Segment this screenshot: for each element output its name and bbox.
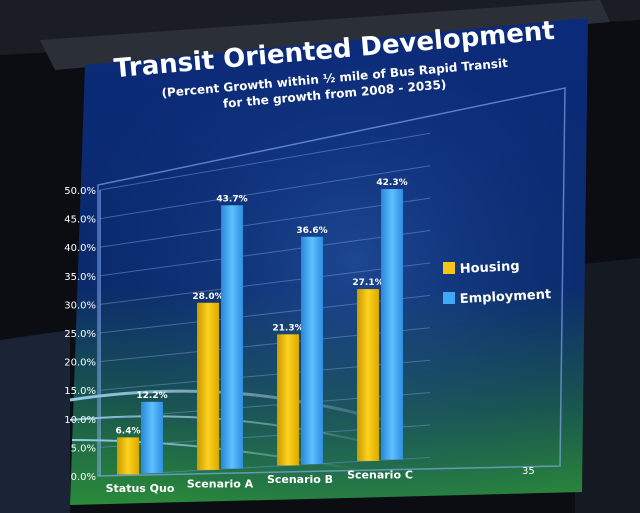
y-tick-label: 25.0% — [64, 329, 96, 340]
gridline — [99, 230, 431, 277]
left-banner — [0, 330, 70, 513]
y-tick-label: 5.0% — [71, 443, 96, 454]
bar-employment — [381, 189, 403, 460]
right-banner — [575, 258, 640, 513]
y-tick-label: 40.0% — [64, 243, 96, 254]
gridline — [99, 132, 431, 191]
data-label-employment: 36.6% — [296, 226, 327, 236]
data-label-employment: 42.3% — [376, 178, 407, 188]
x-category-label: Scenario A — [187, 477, 254, 490]
data-label-housing: 28.0% — [192, 292, 223, 302]
y-tick-label: 35.0% — [64, 272, 96, 283]
page-number: 35 — [522, 466, 535, 477]
chart-frame — [97, 87, 566, 477]
screen-housing — [40, 0, 610, 70]
y-tick-label: 50.0% — [64, 186, 96, 197]
x-category-label: Status Quo — [106, 482, 175, 495]
bar-housing — [197, 302, 219, 470]
legend-swatch-employment — [443, 292, 455, 304]
y-tick-label: 0.0% — [71, 472, 96, 483]
bar-chart: 0.0% 5.0% 10.0% 15.0% 20.0% 25.0% 30.0% 35.0% 40… — [64, 132, 431, 495]
bar-employment — [141, 401, 163, 474]
x-category-label: Scenario B — [267, 473, 333, 486]
bar-employment — [301, 236, 323, 465]
legend-swatch-housing — [443, 262, 455, 274]
bar-employment — [221, 205, 243, 469]
data-label-housing: 6.4% — [116, 426, 141, 436]
legend-label-housing: Housing — [459, 259, 520, 277]
x-category-label: Scenario C — [347, 468, 413, 481]
y-tick-label: 10.0% — [64, 415, 96, 426]
data-label-housing: 27.1% — [352, 278, 383, 288]
gridline — [99, 262, 431, 305]
bar-housing — [117, 437, 139, 475]
y-tick-label: 20.0% — [64, 358, 96, 369]
gridline — [99, 197, 431, 248]
data-label-employment: 43.7% — [216, 194, 247, 204]
legend-label-employment: Employment — [459, 287, 551, 307]
bar-housing — [277, 334, 299, 466]
data-label-employment: 12.2% — [136, 391, 167, 401]
y-tick-label: 30.0% — [64, 300, 96, 311]
bar-housing — [357, 289, 379, 461]
y-tick-label: 45.0% — [64, 215, 96, 226]
gridline — [99, 165, 431, 220]
legend: Housing Employment — [443, 259, 552, 307]
y-tick-label: 15.0% — [64, 386, 96, 397]
data-label-housing: 21.3% — [272, 323, 303, 333]
